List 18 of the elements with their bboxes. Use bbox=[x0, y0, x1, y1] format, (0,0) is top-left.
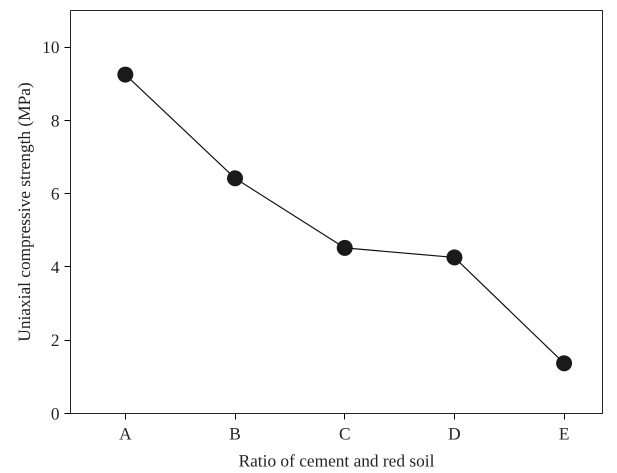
y-tick-label: 8 bbox=[50, 111, 60, 130]
y-tick-label: 10 bbox=[42, 38, 60, 58]
x-tick-label: D bbox=[448, 424, 461, 444]
x-tick-label: A bbox=[119, 424, 132, 444]
point bbox=[336, 240, 353, 256]
x-tick-label: B bbox=[229, 424, 241, 444]
y-tick-label: 2 bbox=[50, 331, 60, 350]
x-axis-title: Ratio of cement and red soil bbox=[238, 452, 435, 470]
point bbox=[117, 66, 134, 83]
y-tick-label: 6 bbox=[50, 184, 60, 204]
y-axis-title: Uniaxial compressive strength (MPa) bbox=[15, 82, 34, 342]
y-tick-label: 0 bbox=[50, 404, 60, 424]
x-tick-label: C bbox=[338, 424, 351, 444]
point bbox=[556, 355, 572, 372]
y-tick-label: 4 bbox=[50, 258, 60, 277]
point bbox=[446, 249, 462, 266]
x-tick-label: E bbox=[558, 424, 570, 444]
point bbox=[227, 170, 244, 186]
